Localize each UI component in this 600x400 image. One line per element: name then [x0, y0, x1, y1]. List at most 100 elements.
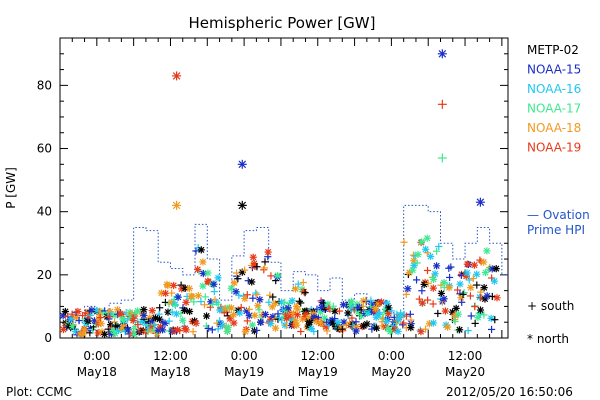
- north-point: [204, 277, 212, 285]
- north-point: [377, 298, 386, 306]
- north-point: [97, 320, 105, 328]
- north-point: [417, 328, 425, 336]
- north-point: [291, 285, 300, 293]
- south-point: [437, 153, 447, 163]
- north-point: [284, 304, 292, 312]
- south-point: [310, 327, 318, 336]
- north-point: [420, 280, 428, 288]
- y-tick-label: 60: [37, 142, 52, 156]
- south-point: [400, 238, 408, 246]
- north-point: [409, 266, 417, 274]
- north-point: [227, 304, 236, 312]
- north-point: [445, 284, 453, 292]
- south-point: [210, 288, 218, 296]
- south-point: [301, 289, 309, 297]
- north-point: [440, 278, 448, 287]
- south-point: [325, 304, 333, 312]
- footer-timestamp: 2012/05/20 16:50:06: [446, 385, 573, 399]
- north-point: [452, 304, 460, 312]
- north-point: [352, 327, 360, 335]
- south-point: [281, 298, 289, 306]
- south-point: [433, 247, 441, 255]
- south-point: [367, 296, 375, 304]
- north-point: [93, 306, 101, 315]
- north-point: [218, 322, 227, 330]
- south-point: [201, 293, 209, 301]
- north-point: [161, 289, 170, 297]
- south-point: [249, 294, 257, 302]
- south-point: [348, 314, 356, 322]
- x-tick-date: May19: [224, 365, 264, 379]
- south-point: [255, 306, 263, 314]
- north-point: [163, 280, 171, 289]
- south-point: [197, 298, 205, 306]
- south-point: [487, 325, 496, 334]
- north-point: [188, 292, 196, 301]
- north-point: [429, 275, 438, 284]
- north-point: [140, 306, 148, 314]
- north-point: [483, 247, 491, 255]
- south-point: [460, 289, 468, 297]
- north-point: [155, 315, 164, 323]
- south-point: [297, 299, 305, 307]
- south-point: [396, 309, 405, 317]
- south-point: [208, 301, 216, 309]
- north-point: [72, 313, 80, 322]
- north-point: [463, 260, 471, 268]
- north-point: [271, 299, 279, 308]
- north-point: [271, 324, 280, 332]
- south-point: [156, 304, 164, 312]
- south-point: [130, 325, 138, 333]
- north-point: [256, 296, 264, 304]
- north-point: [467, 284, 475, 292]
- north-point: [363, 320, 371, 328]
- north-point: [437, 289, 445, 298]
- north-point: [179, 316, 187, 324]
- south-point: [421, 325, 430, 333]
- north-point: [300, 288, 308, 296]
- south-point: [488, 292, 496, 301]
- north-point: [293, 321, 301, 329]
- x-tick-time: 0:00: [83, 349, 110, 363]
- y-tick-label: 40: [37, 205, 52, 219]
- north-point: [267, 320, 275, 328]
- north-point: [194, 292, 202, 300]
- south-point: [241, 266, 249, 274]
- north-point: [180, 306, 189, 314]
- north-point: [182, 298, 190, 306]
- south-point: [243, 291, 251, 299]
- ovation-prime-hpi-line: [60, 204, 508, 323]
- south-point: [491, 316, 499, 324]
- north-point: [293, 311, 302, 319]
- north-point: [264, 248, 272, 256]
- north-point: [199, 282, 207, 290]
- south-point: [267, 272, 275, 280]
- south-point: [331, 315, 339, 323]
- north-point: [456, 280, 464, 288]
- north-point: [473, 270, 481, 278]
- south-point: [214, 300, 222, 308]
- north-point: [360, 322, 368, 330]
- north-point: [480, 258, 488, 266]
- north-point: [431, 270, 439, 278]
- south-point: [335, 307, 344, 315]
- plot-frame: [59, 37, 509, 339]
- south-point: [412, 276, 421, 284]
- south-point: [252, 289, 260, 297]
- legend: METP-02 NOAA-15 NOAA-16 NOAA-17 NOAA-18 NOAA-…: [527, 43, 581, 155]
- north-point: [480, 284, 488, 292]
- x-axis-label: Date and Time: [240, 385, 328, 399]
- south-point: [237, 303, 245, 312]
- south-point: [294, 280, 302, 288]
- south-point: [465, 276, 473, 284]
- chart-title: Hemispheric Power [GW]: [189, 14, 376, 32]
- north-point: [199, 258, 207, 266]
- north-point: [241, 294, 249, 303]
- north-point: [61, 307, 69, 316]
- south-point: [464, 326, 472, 335]
- north-point: [241, 327, 250, 336]
- north-point: [119, 323, 128, 331]
- south-point: [171, 301, 180, 310]
- north-point: [347, 297, 356, 305]
- north-point: [475, 197, 485, 207]
